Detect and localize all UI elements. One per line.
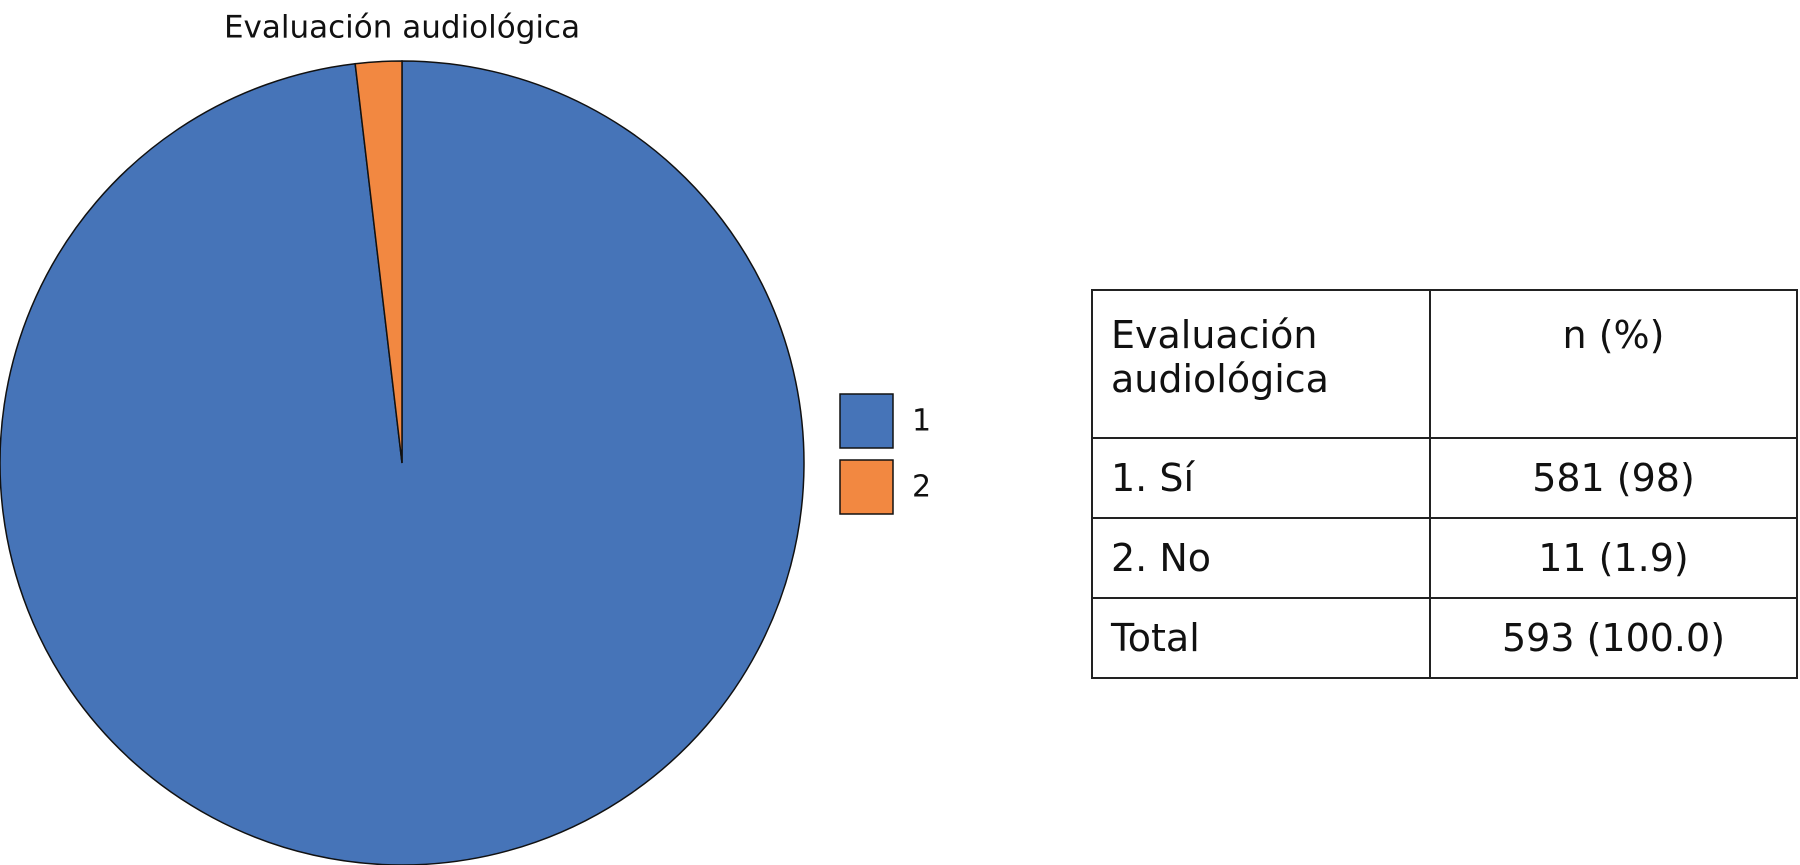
header-cell: Evaluación audiológica bbox=[1091, 289, 1431, 439]
legend-label: 2 bbox=[912, 470, 931, 505]
legend-swatch bbox=[839, 393, 894, 449]
table-cell: 1. Sí bbox=[1091, 437, 1431, 519]
table-row: 1. Sí 581 (98) bbox=[1091, 437, 1798, 519]
pie-slice bbox=[354, 60, 403, 464]
legend-swatch bbox=[839, 459, 894, 515]
chart-title: Evaluación audiológica bbox=[224, 10, 580, 46]
table-body: Evaluación audiológica n (%) 1. Sí 581 (98)… bbox=[1091, 289, 1798, 679]
summary-table: Evaluación audiológica n (%) 1. Sí 581 (98)… bbox=[1091, 289, 1798, 679]
legend-label: 1 bbox=[912, 404, 931, 439]
table-cell: 11 (1.9) bbox=[1429, 517, 1798, 599]
table-cell: Total bbox=[1091, 597, 1431, 679]
table-cell: 2. No bbox=[1091, 517, 1431, 599]
table-row: 2. No 11 (1.9) bbox=[1091, 517, 1798, 599]
table-row: Evaluación audiológica n (%) bbox=[1091, 289, 1798, 439]
header-cell: n (%) bbox=[1429, 289, 1798, 439]
table-cell: 581 (98) bbox=[1429, 437, 1798, 519]
table-cell: 593 (100.0) bbox=[1429, 597, 1798, 679]
table-row: Total 593 (100.0) bbox=[1091, 597, 1798, 679]
chart: Evaluación audiológica 1 2 bbox=[0, 10, 931, 865]
